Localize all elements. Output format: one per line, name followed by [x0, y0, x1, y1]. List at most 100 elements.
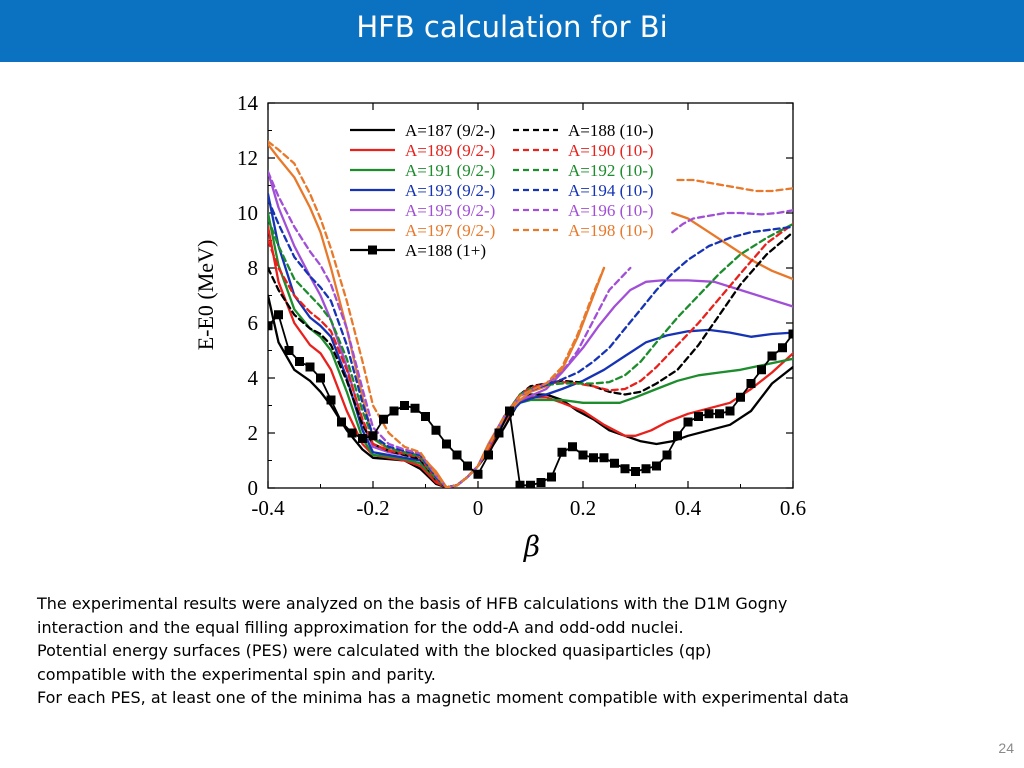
data-point [295, 357, 304, 366]
body-line: compatible with the experimental spin an… [37, 664, 436, 684]
data-point [442, 439, 451, 449]
data-point [725, 406, 735, 416]
data-point [274, 310, 283, 320]
data-point [578, 450, 588, 460]
x-tick-label: 0.2 [570, 496, 596, 520]
data-point [515, 480, 525, 488]
data-point [620, 464, 630, 474]
data-point [484, 450, 493, 460]
y-tick-label: 8 [248, 256, 259, 280]
data-point [379, 414, 388, 424]
title-bar [0, 0, 1024, 62]
legend-label: A=188 (10-) [568, 121, 654, 140]
x-tick-label: 0.4 [675, 496, 702, 520]
data-point [494, 428, 504, 438]
series-line [268, 170, 632, 488]
y-tick-label: 4 [248, 366, 259, 390]
slide-title: HFB calculation for Bi [356, 10, 668, 44]
data-point [757, 365, 766, 375]
body-line: The experimental results were analyzed o… [37, 594, 788, 613]
data-point [526, 480, 535, 488]
data-point [368, 431, 378, 441]
data-point [389, 406, 399, 416]
legend-label: A=197 (9/2-) [405, 221, 495, 240]
data-point [305, 362, 315, 372]
data-point [268, 321, 273, 331]
data-point [547, 472, 556, 482]
data-point [410, 403, 420, 413]
y-tick-label: 2 [248, 421, 259, 445]
legend-label: A=193 (9/2-) [405, 181, 495, 200]
legend-label: A=187 (9/2-) [405, 121, 495, 140]
data-point [778, 343, 787, 353]
series-group [268, 140, 793, 488]
data-point [746, 379, 756, 388]
body-line: interaction and the equal filling approx… [37, 617, 684, 637]
data-point [589, 453, 598, 463]
y-tick-label: 0 [248, 476, 259, 500]
legend-label: A=192 (10-) [568, 161, 654, 180]
body-line: For each PES, at least one of the minima… [37, 688, 849, 707]
body-line: Potential energy surfaces (PES) were cal… [37, 641, 712, 660]
legend-label: A=196 (10-) [568, 201, 654, 220]
data-point [788, 329, 793, 339]
data-point [673, 431, 682, 441]
y-tick-label: 10 [237, 201, 258, 225]
legend-label: A=194 (10-) [568, 181, 654, 200]
legend-label: A=191 (9/2-) [405, 161, 495, 180]
legend-label: A=190 (10-) [568, 141, 654, 160]
data-point [284, 346, 294, 355]
legend-marker [368, 245, 377, 255]
data-point [347, 428, 357, 438]
y-tick-label: 12 [237, 146, 258, 170]
data-point [694, 412, 703, 421]
y-tick-label: 6 [248, 311, 259, 335]
data-point [568, 442, 577, 452]
series-line [268, 140, 606, 488]
series-line [671, 209, 793, 234]
series-line [268, 217, 793, 488]
data-point [421, 412, 430, 421]
data-point [452, 450, 462, 460]
data-point [557, 447, 567, 457]
series-line [268, 225, 793, 488]
series-line [268, 198, 793, 488]
data-point [431, 425, 441, 435]
legend-label: A=198 (10-) [568, 221, 654, 240]
data-point [463, 461, 472, 471]
series-line [671, 211, 793, 281]
data-point [610, 458, 619, 468]
series-line [676, 178, 793, 193]
x-tick-label: 0.6 [780, 496, 806, 520]
body-text: The experimental results were analyzed o… [37, 592, 997, 710]
x-tick-label: 0 [473, 496, 484, 520]
x-axis-label: β [523, 530, 540, 563]
x-tick-label: -0.2 [356, 496, 389, 520]
data-point [400, 401, 409, 410]
data-point [326, 395, 336, 405]
legend-label: A=189 (9/2-) [405, 141, 495, 160]
data-point [505, 406, 514, 416]
series-line [268, 192, 793, 488]
pes-chart: -0.4 -0.2 0 0.2 0.4 0.6 0 2 4 6 8 10 12 14 β E-E0 (MeV)… [193, 91, 806, 563]
data-point [662, 450, 672, 460]
data-point [316, 373, 325, 383]
legend-label: A=188 (1+) [405, 241, 486, 260]
data-point [337, 417, 346, 427]
data-point [473, 469, 483, 479]
data-point [683, 417, 693, 427]
data-point [704, 409, 714, 419]
data-point [736, 392, 745, 402]
data-point [631, 467, 640, 476]
data-point [358, 434, 367, 443]
data-point [641, 464, 651, 474]
data-point [652, 461, 661, 471]
legend-label: A=195 (9/2-) [405, 201, 495, 220]
data-point [536, 478, 546, 487]
y-axis-label: E-E0 (MeV) [193, 240, 218, 351]
series-line [268, 211, 793, 488]
page-number: 24 [998, 740, 1014, 756]
data-point [767, 351, 777, 361]
y-tick-label: 14 [237, 91, 259, 115]
data-point [715, 409, 724, 419]
